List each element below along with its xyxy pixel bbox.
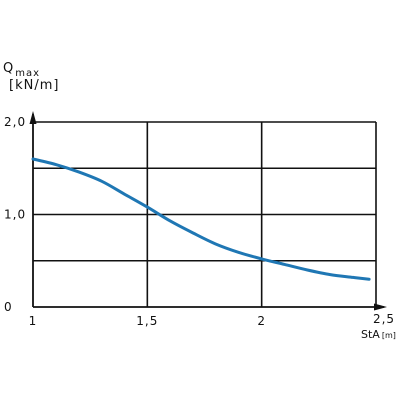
x-tick-label-0: 1 <box>29 314 38 328</box>
x-axis-arrow <box>374 303 387 311</box>
y-axis-label: Qmax <box>3 61 40 79</box>
y-axis-arrow <box>29 111 37 124</box>
x-tick-label-3: 2,5 <box>373 312 395 326</box>
y-tick-label-1: 1,0 <box>4 208 26 222</box>
x-tick-label-1: 1,5 <box>136 314 158 328</box>
y-tick-label-2: 2,0 <box>4 115 26 129</box>
y-axis-unit: [kN/m] <box>9 78 59 93</box>
x-tick-label-2: 2 <box>257 314 266 328</box>
x-axis-label: StA [m] <box>361 328 396 341</box>
grid <box>33 121 377 307</box>
series <box>31 157 371 281</box>
y-tick-label-0: 0 <box>4 300 13 314</box>
series-line-0 <box>31 157 371 281</box>
tick-labels: 1 1,5 2 2,5 0 1,0 2,0 <box>4 115 395 328</box>
axes <box>29 111 387 311</box>
